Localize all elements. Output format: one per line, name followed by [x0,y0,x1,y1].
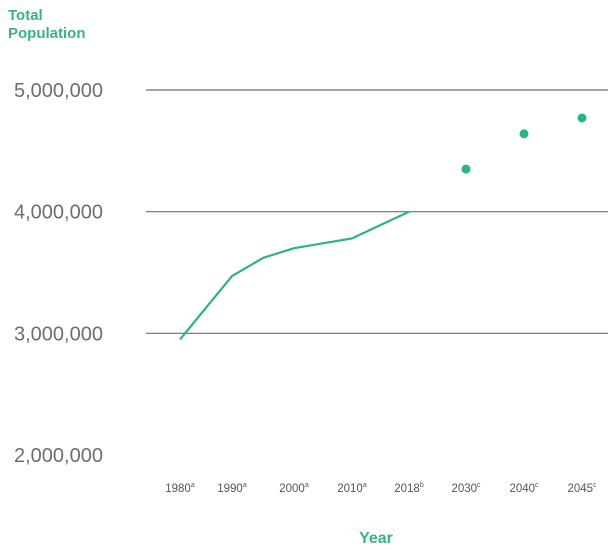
x-axis-title: Year [359,530,393,547]
y-tick-label: 3,000,000 [14,323,103,345]
x-tick-label: 2000a [279,482,309,495]
x-tick-label: 2010a [337,482,367,495]
x-tick-label: 1990a [217,482,247,495]
y-tick-label: 4,000,000 [14,202,103,224]
y-tick-label: 2,000,000 [14,445,103,467]
y-axis-title-line-2: Population [8,25,86,42]
projection-point [519,129,529,139]
x-tick-label: 2045c [567,482,597,495]
x-tick-label: 2040c [509,482,539,495]
projection-point [461,164,471,174]
y-tick-label: 5,000,000 [14,80,103,102]
x-tick-label: 1980a [165,482,195,495]
y-axis-title-line-1: Total [8,7,43,24]
y-axis-title: Total Population [8,7,86,42]
population-line [179,210,410,341]
x-tick-label: 2030c [451,482,481,495]
projection-point [577,113,587,123]
x-tick-label: 2018b [394,482,424,495]
